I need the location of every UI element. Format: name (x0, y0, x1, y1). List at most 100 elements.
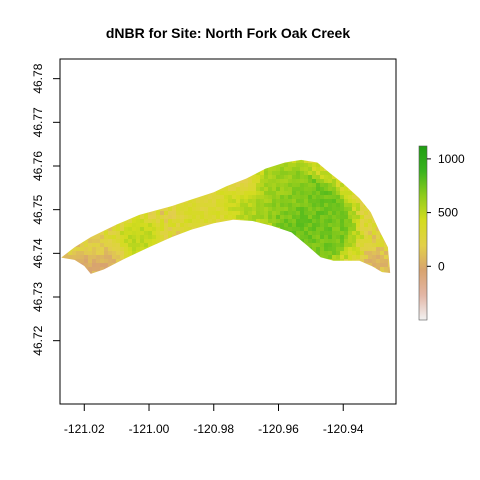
raster-cell (80, 247, 84, 251)
raster-cell (84, 131, 88, 135)
raster-cell (64, 243, 68, 247)
raster-cell (152, 171, 156, 175)
raster-cell (244, 295, 248, 299)
raster-cell (112, 255, 116, 259)
raster-cell (248, 315, 252, 319)
raster-cell (156, 383, 160, 387)
raster-cell (216, 111, 220, 115)
raster-cell (180, 367, 184, 371)
raster-cell (172, 87, 176, 91)
raster-cell (136, 295, 140, 299)
raster-cell (196, 271, 200, 274)
raster-cell (192, 291, 196, 295)
raster-cell (60, 295, 64, 299)
raster-cell (108, 323, 112, 327)
raster-cell (88, 375, 92, 379)
raster-cell (120, 359, 124, 363)
raster-cell (176, 267, 180, 271)
raster-cell (284, 299, 288, 303)
raster-cell (136, 75, 140, 79)
raster-cell (61, 179, 64, 183)
raster-cell (264, 199, 268, 203)
raster-cell (280, 147, 284, 151)
raster-cell (84, 291, 88, 295)
raster-cell (232, 95, 236, 99)
raster-cell (112, 147, 116, 151)
raster-cell (192, 311, 196, 315)
raster-cell (204, 159, 208, 163)
raster-cell (64, 327, 68, 331)
raster-cell (232, 219, 236, 223)
raster-cell (124, 95, 128, 99)
raster-cell (136, 163, 140, 167)
raster-cell (64, 107, 68, 111)
raster-cell (108, 311, 112, 315)
raster-cell (104, 67, 108, 71)
raster-cell (240, 351, 244, 355)
raster-cell (260, 399, 264, 403)
raster-cell (140, 311, 144, 315)
raster-cell (76, 87, 80, 91)
raster-cell (208, 251, 212, 255)
raster-cell (180, 95, 184, 99)
raster-cell (128, 103, 132, 107)
raster-cell (61, 195, 64, 199)
raster-cell (204, 259, 208, 263)
raster-cell (248, 379, 252, 383)
raster-cell (188, 343, 192, 347)
raster-cell (140, 151, 144, 155)
raster-cell (276, 151, 280, 155)
raster-cell (248, 299, 252, 303)
raster-cell (192, 243, 196, 247)
raster-cell (160, 299, 164, 303)
raster-cell (132, 195, 136, 199)
raster-cell (152, 375, 156, 379)
raster-cell (216, 271, 220, 274)
raster-cell (156, 71, 160, 75)
raster-cell (216, 207, 220, 211)
raster-cell (280, 167, 284, 171)
raster-cell (184, 327, 188, 331)
raster-cell (76, 111, 80, 115)
raster-cell (184, 267, 188, 271)
raster-cell (144, 315, 148, 319)
raster-cell (152, 239, 156, 243)
raster-cell (256, 279, 260, 283)
raster-cell (224, 227, 228, 231)
raster-cell (160, 235, 164, 239)
raster-cell (220, 131, 224, 135)
raster-cell (136, 347, 140, 351)
raster-cell (160, 219, 164, 223)
raster-cell (184, 251, 188, 255)
raster-cell (240, 147, 244, 151)
raster-cell (164, 155, 168, 159)
raster-cell (132, 99, 136, 103)
raster-cell (80, 131, 84, 135)
raster-cell (208, 227, 212, 231)
raster-cell (272, 347, 276, 351)
raster-cell (236, 275, 240, 279)
raster-cell (116, 83, 120, 87)
raster-cell (272, 199, 276, 203)
raster-cell (84, 123, 88, 127)
raster-cell (140, 111, 144, 115)
raster-cell (164, 187, 168, 191)
raster-cell (68, 383, 72, 387)
raster-cell (288, 115, 292, 119)
raster-cell (148, 303, 152, 307)
raster-cell (204, 135, 208, 139)
raster-cell (84, 111, 88, 115)
raster-cell (176, 251, 180, 255)
raster-cell (108, 219, 112, 223)
raster-cell (68, 279, 72, 283)
raster-cell (240, 311, 244, 315)
raster-cell (92, 335, 96, 339)
raster-cell (100, 391, 104, 395)
raster-cell (248, 371, 252, 375)
raster-cell (144, 247, 148, 251)
raster-cell (256, 195, 260, 199)
raster-cell (108, 119, 112, 123)
raster-cell (268, 315, 272, 319)
raster-cell (88, 99, 92, 103)
raster-cell (96, 147, 100, 151)
